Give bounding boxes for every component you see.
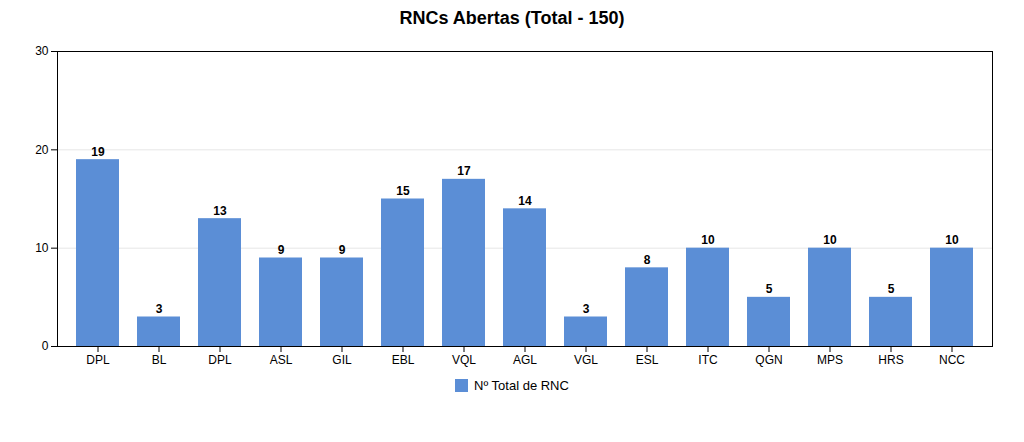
svg-text:ESL: ESL — [636, 353, 659, 367]
svg-text:9: 9 — [339, 243, 346, 257]
svg-text:AGL: AGL — [513, 353, 537, 367]
svg-text:BL: BL — [152, 353, 167, 367]
svg-text:GIL: GIL — [332, 353, 352, 367]
svg-text:EBL: EBL — [392, 353, 415, 367]
svg-text:30: 30 — [35, 44, 49, 58]
html-text:RNCs Abertas (Total - 150): RNCs Abertas (Total - 150) — [399, 8, 625, 28]
html-text:Nº Total de RNC: Nº Total de RNC — [474, 378, 569, 393]
svg-text:13: 13 — [213, 204, 227, 218]
svg-text:9: 9 — [278, 243, 285, 257]
svg-text:14: 14 — [518, 194, 532, 208]
svg-text:20: 20 — [35, 143, 49, 157]
svg-text:ASL: ASL — [270, 353, 293, 367]
svg-text:15: 15 — [396, 184, 410, 198]
svg-text:17: 17 — [457, 164, 471, 178]
svg-text:8: 8 — [644, 253, 651, 267]
svg-text:DPL: DPL — [86, 353, 110, 367]
svg-text:10: 10 — [823, 233, 837, 247]
svg-text:19: 19 — [91, 145, 105, 159]
svg-text:MPS: MPS — [817, 353, 843, 367]
svg-text:0: 0 — [42, 339, 49, 353]
svg-text:VQL: VQL — [452, 353, 476, 367]
svg-text:VGL: VGL — [574, 353, 598, 367]
svg-text:10: 10 — [945, 233, 959, 247]
svg-text:HRS: HRS — [878, 353, 903, 367]
svg-text:10: 10 — [35, 241, 49, 255]
svg-text:3: 3 — [583, 302, 590, 316]
svg-text:ITC: ITC — [698, 353, 718, 367]
svg-text:10: 10 — [701, 233, 715, 247]
svg-text:QGN: QGN — [755, 353, 782, 367]
svg-text:5: 5 — [766, 282, 773, 296]
svg-text:3: 3 — [156, 302, 163, 316]
svg-text:DPL: DPL — [208, 353, 232, 367]
svg-text:5: 5 — [888, 282, 895, 296]
svg-text:NCC: NCC — [939, 353, 965, 367]
